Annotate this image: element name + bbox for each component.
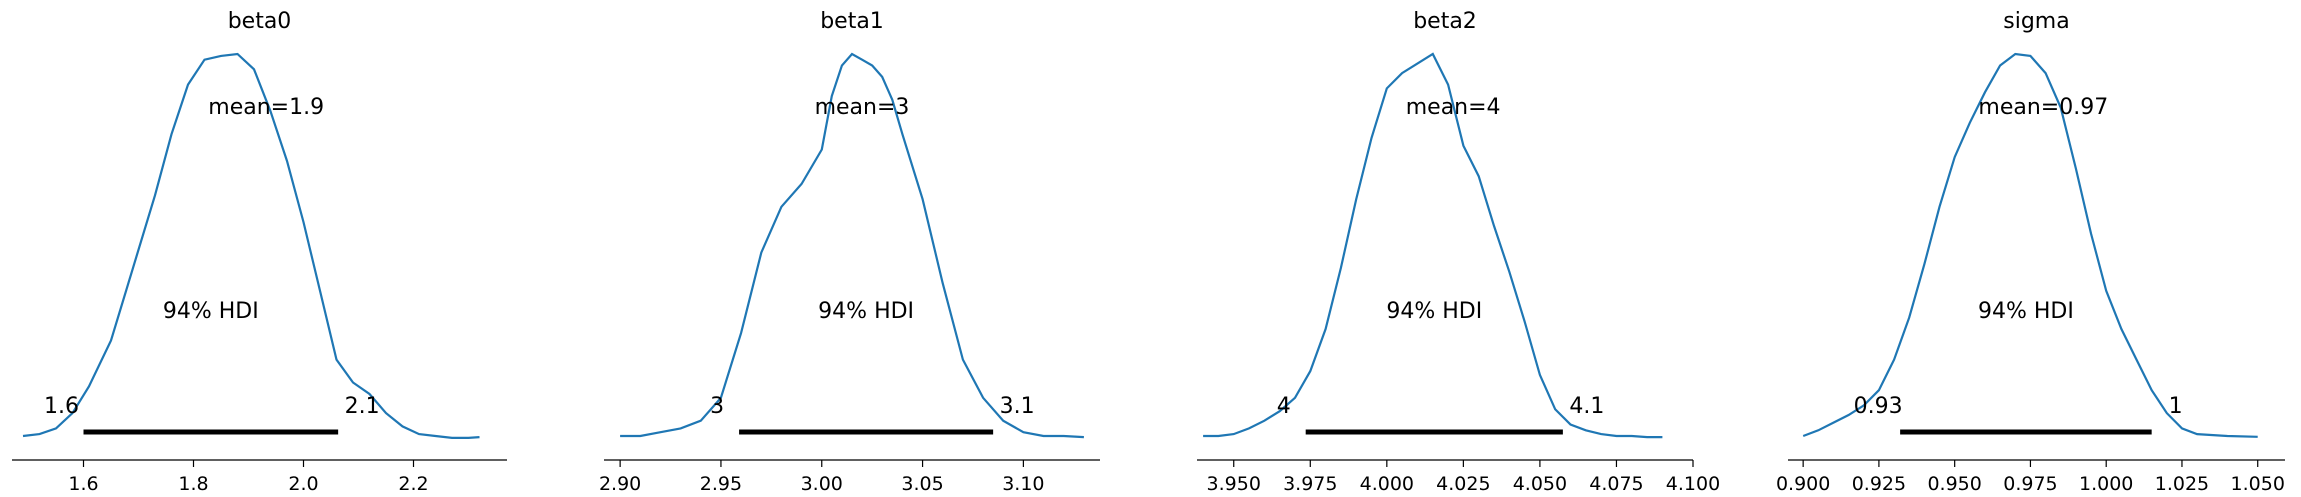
hdi-high-label: 2.1 xyxy=(345,394,380,419)
density-curve xyxy=(22,52,480,439)
x-tick-label: 3.00 xyxy=(801,473,843,495)
x-tick-label: 3.975 xyxy=(1283,473,1337,495)
x-tick-label: 4.025 xyxy=(1436,473,1490,495)
x-tick-label: 4.050 xyxy=(1513,473,1567,495)
x-tick-label: 0.925 xyxy=(1852,473,1906,495)
x-tick-label: 1.050 xyxy=(2231,473,2285,495)
x-tick-label: 3.05 xyxy=(901,473,943,495)
x-tick-label: 1.6 xyxy=(68,473,98,495)
x-tick-label: 1.8 xyxy=(178,473,208,495)
x-tick-label: 3.10 xyxy=(1002,473,1044,495)
density-curve xyxy=(1203,52,1663,439)
x-tick-label: 1.025 xyxy=(2155,473,2209,495)
panel-title: sigma xyxy=(2003,9,2069,34)
x-tick-label: 0.975 xyxy=(2003,473,2057,495)
x-tick-label: 0.950 xyxy=(1927,473,1981,495)
panel-title: beta0 xyxy=(228,9,292,34)
hdi-low-label: 0.93 xyxy=(1854,394,1903,419)
hdi-low-label: 4 xyxy=(1277,394,1291,419)
x-tick-label: 4.100 xyxy=(1666,473,1720,495)
x-tick-label: 4.000 xyxy=(1360,473,1414,495)
x-tick-label: 2.2 xyxy=(398,473,428,495)
mean-label: mean=3 xyxy=(815,95,910,120)
panel-beta0: beta0 mean=1.9 94% HDI 1.6 2.1 1.6 1.8 2.0 2.2 xyxy=(12,9,507,495)
density-curve xyxy=(620,52,1084,439)
x-tick-label: 2.0 xyxy=(288,473,318,495)
hdi-label: 94% HDI xyxy=(163,299,259,324)
mean-label: mean=4 xyxy=(1406,95,1501,120)
panel-title: beta2 xyxy=(1413,9,1477,34)
hdi-label: 94% HDI xyxy=(818,299,914,324)
x-tick-label: 3.950 xyxy=(1207,473,1261,495)
hdi-high-label: 4.1 xyxy=(1569,394,1604,419)
hdi-high-label: 3.1 xyxy=(1000,394,1035,419)
density-curve xyxy=(1802,52,2258,438)
x-tick-label: 2.90 xyxy=(599,473,641,495)
hdi-label: 94% HDI xyxy=(1386,299,1482,324)
hdi-label: 94% HDI xyxy=(1978,299,2074,324)
x-tick-label: 4.075 xyxy=(1589,473,1643,495)
hdi-low-label: 1.6 xyxy=(44,394,79,419)
panel-sigma: sigma mean=0.97 94% HDI 0.93 1 0.900 0.925 0.95… xyxy=(1776,9,2285,495)
mean-label: mean=0.97 xyxy=(1978,95,2108,120)
mean-label: mean=1.9 xyxy=(208,95,324,120)
panel-beta2: beta2 mean=4 94% HDI 4 4.1 3.950 3.975 4.000 4.0… xyxy=(1197,9,1720,495)
panel-title: beta1 xyxy=(820,9,884,34)
x-tick-label: 0.900 xyxy=(1776,473,1830,495)
hdi-high-label: 1 xyxy=(2169,394,2183,419)
x-tick-label: 1.000 xyxy=(2079,473,2133,495)
x-tick-label: 2.95 xyxy=(700,473,742,495)
hdi-low-label: 3 xyxy=(710,394,724,419)
panel-beta1: beta1 mean=3 94% HDI 3 3.1 2.90 2.95 3.00 3.05 3.… xyxy=(599,9,1100,495)
